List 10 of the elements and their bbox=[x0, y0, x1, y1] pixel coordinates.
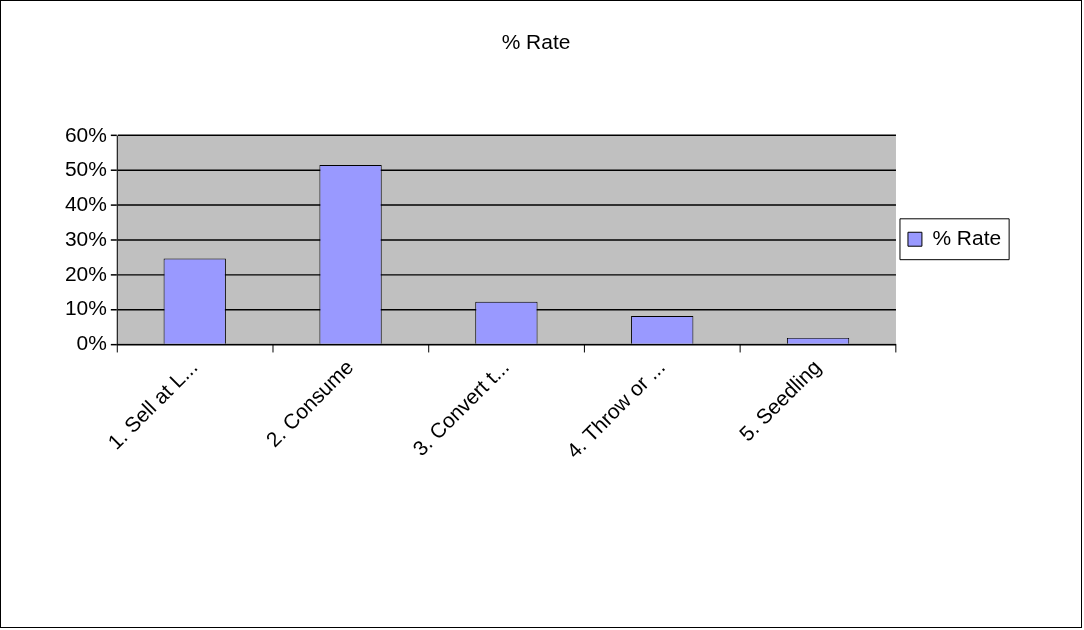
y-tick-label: 40% bbox=[64, 192, 107, 216]
y-tick-label: 30% bbox=[64, 226, 107, 250]
y-tick-label: 50% bbox=[64, 157, 107, 181]
y-tick-label: 20% bbox=[64, 261, 107, 285]
legend-label: % Rate bbox=[932, 226, 1002, 250]
chart-title: % Rate bbox=[501, 30, 571, 54]
y-tick-label: 60% bbox=[64, 122, 107, 146]
y-tick-label: 0% bbox=[76, 331, 107, 355]
y-tick-label: 10% bbox=[64, 296, 107, 320]
x-tick-label: 1. Sell at L... bbox=[103, 354, 202, 454]
